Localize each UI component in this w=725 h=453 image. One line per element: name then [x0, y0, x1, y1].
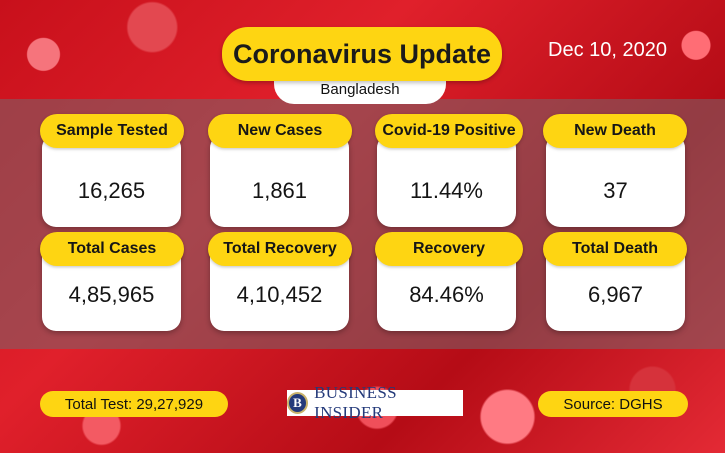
stat-value: 37 — [603, 178, 628, 203]
stat-value: 84.46% — [409, 282, 484, 307]
stat-card-sample-tested: 16,265 — [42, 134, 181, 227]
stat-label: Total Cases — [40, 232, 184, 266]
total-test-badge: Total Test: 29,27,929 — [40, 391, 228, 417]
logo-mark-icon: B — [287, 392, 309, 414]
update-date: Dec 10, 2020 — [548, 39, 667, 61]
stat-label: Total Recovery — [208, 232, 352, 266]
page-title: Coronavirus Update — [222, 27, 502, 81]
business-insider-logo: B BUSINESS INSIDER — [287, 383, 463, 422]
stat-card-positive-rate: 11.44% — [377, 134, 516, 227]
stat-label: Total Death — [543, 232, 687, 266]
stat-value: 4,10,452 — [236, 282, 323, 307]
stat-label: Sample Tested — [40, 114, 184, 148]
stat-value: 11.44% — [410, 178, 483, 203]
source-badge: Source: DGHS — [538, 391, 688, 417]
stat-label: Recovery — [375, 232, 523, 266]
stat-card-new-death: 37 — [546, 134, 685, 227]
stat-value: 4,85,965 — [68, 282, 155, 307]
logo-text: BUSINESS INSIDER — [314, 383, 397, 422]
stat-label: New Death — [543, 114, 687, 148]
stat-value: 6,967 — [587, 282, 644, 307]
stat-label: New Cases — [208, 114, 352, 148]
stat-card-new-cases: 1,861 — [210, 134, 349, 227]
stat-value: 1,861 — [251, 178, 308, 203]
stat-value: 16,265 — [77, 178, 146, 203]
stat-label: Covid-19 Positive — [375, 114, 523, 148]
